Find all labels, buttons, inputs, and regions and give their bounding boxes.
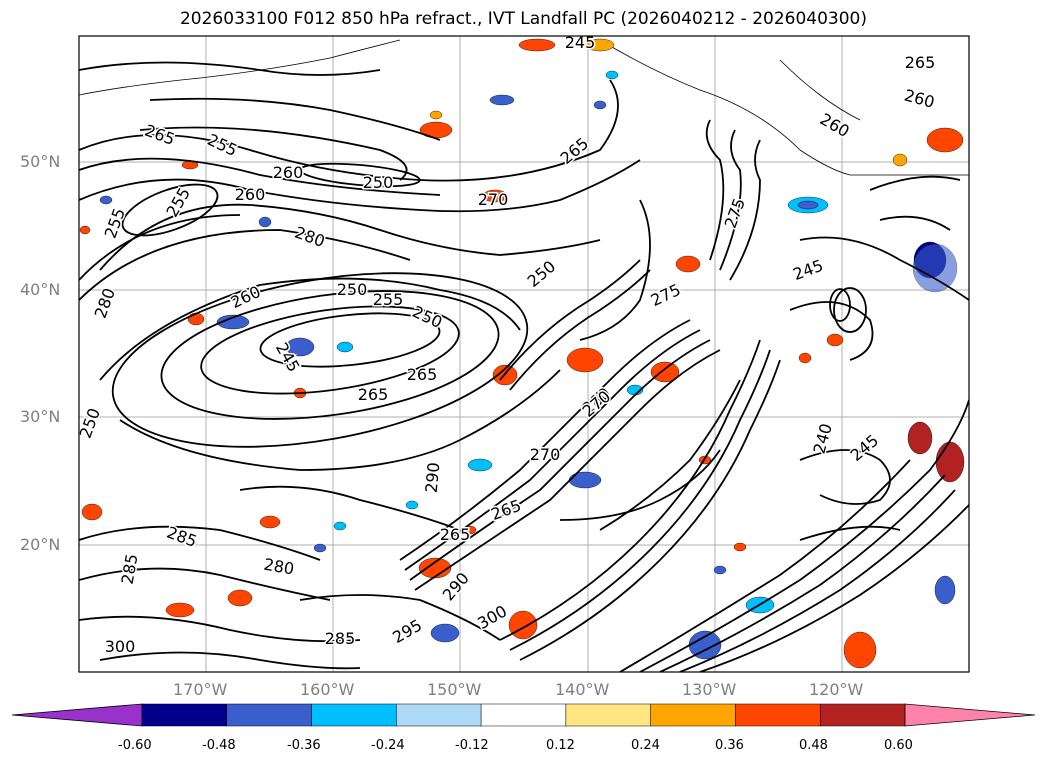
colorbar-label-neg036: -0.36: [287, 738, 321, 753]
lon-label-140w: 140°W: [555, 680, 610, 699]
contour-label: 255: [373, 290, 404, 309]
contour-label: 270: [478, 190, 509, 209]
colorbar-swatch: [226, 703, 312, 727]
colorbar-label-036: 0.36: [715, 738, 744, 753]
colorbar-label-neg012: -0.12: [455, 738, 489, 753]
lat-label-40n: 40°N: [20, 280, 61, 299]
contour-label: 250: [363, 173, 394, 192]
map-frame: [78, 35, 970, 673]
lon-label-150w: 150°W: [427, 680, 482, 699]
colorbar-label-neg048: -0.48: [202, 738, 236, 753]
colorbar-swatch: [735, 703, 821, 727]
contour-label: 245: [565, 33, 596, 52]
contour-label: 250: [76, 406, 104, 441]
colorbar-swatch: [565, 703, 651, 727]
lat-label-30n: 30°N: [20, 407, 61, 426]
contour-label: 265: [905, 53, 936, 72]
lat-label-20n: 20°N: [20, 535, 61, 554]
colorbar-label-neg024: -0.24: [371, 738, 405, 753]
colorbar-label-060: 0.60: [884, 738, 913, 753]
colorbar: [11, 703, 1036, 727]
colorbar-label-048: 0.48: [799, 738, 828, 753]
contour-label: 285: [325, 629, 356, 648]
colorbar-extend-high: [904, 703, 1036, 727]
contour-label: 265: [440, 525, 471, 544]
colorbar-swatch: [819, 703, 906, 727]
contour-label: 260: [273, 163, 304, 182]
colorbar-label-neg060: -0.60: [118, 738, 152, 753]
colorbar-swatch: [141, 703, 228, 727]
colorbar-swatch: [480, 703, 567, 727]
colorbar-label-024: 0.24: [631, 738, 660, 753]
lat-label-50n: 50°N: [20, 152, 61, 171]
contour-lines: [79, 61, 969, 672]
lon-label-120w: 120°W: [809, 680, 864, 699]
colorbar-swatch: [396, 703, 482, 727]
map-title: 2026033100 F012 850 hPa refract., IVT La…: [179, 9, 867, 29]
colorbar-swatch: [650, 703, 736, 727]
contour-label: 290: [422, 461, 444, 493]
lon-label-130w: 130°W: [682, 680, 737, 699]
contour-label: 270: [530, 445, 561, 464]
lon-label-170w: 170°W: [173, 680, 228, 699]
colorbar-label-012: 0.12: [546, 738, 575, 753]
contour-label: 265: [358, 385, 389, 404]
coastline: [79, 39, 969, 176]
colorbar-swatch: [311, 703, 397, 727]
contour-label: 300: [105, 637, 136, 656]
contour-label: 250: [337, 280, 368, 299]
contour-label: 260: [235, 185, 266, 204]
colorbar-extend-low: [11, 703, 143, 727]
lon-label-160w: 160°W: [300, 680, 355, 699]
contour-label: 265: [407, 365, 438, 384]
